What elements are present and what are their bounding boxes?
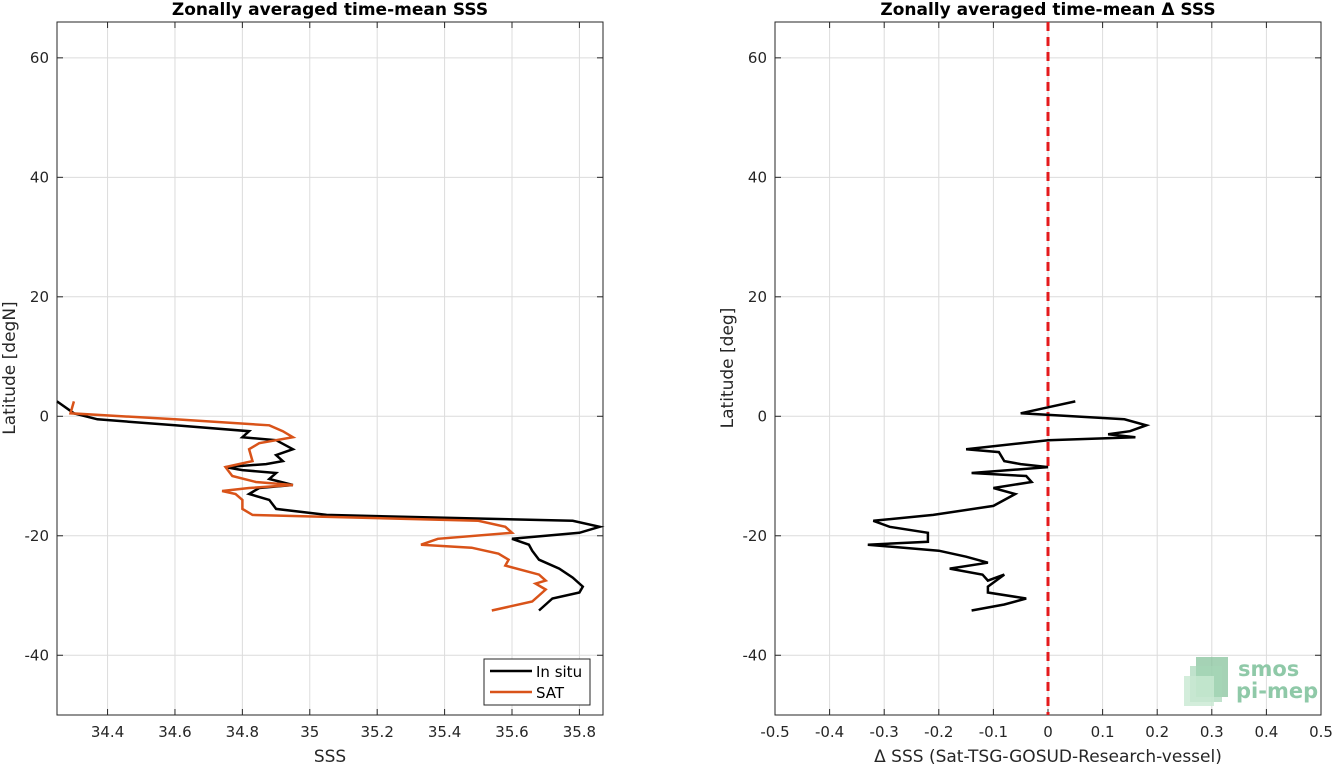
x-tick-label: 34.8 xyxy=(226,723,259,741)
logo-text-pimep: pi-mep xyxy=(1236,679,1318,703)
x-tick-label: -0.2 xyxy=(924,723,953,741)
x-tick-label: 0.1 xyxy=(1091,723,1115,741)
y-tick-label: -40 xyxy=(743,646,768,664)
x-tick-label: 0.3 xyxy=(1200,723,1224,741)
y-axis-label-left: Latitude [degN] xyxy=(0,301,20,434)
smos-pimep-logo: smos pi-mep xyxy=(1184,657,1318,706)
x-tick-label: 34.6 xyxy=(158,723,191,741)
panel-sss: 34.4 34.6 34.8 35 35.2 35.4 35.6 35.8 -40 -20 0 20 4… xyxy=(0,0,605,765)
y-tick-label: 20 xyxy=(30,288,49,306)
panel-delta-sss: -0.5 -0.4 -0.3 -0.2 -0.1 0 0.1 0.2 0.3 0.4 0.5 -40 -… xyxy=(718,0,1333,765)
legend: In situ SAT xyxy=(483,658,591,706)
y-tick-label: 0 xyxy=(39,407,49,425)
series-line-in-situ xyxy=(56,400,605,612)
legend-label-insitu: In situ xyxy=(536,663,582,681)
y-tick-label: -40 xyxy=(25,646,50,664)
y-tick-label: 60 xyxy=(748,49,767,67)
x-tick-label: 35.8 xyxy=(563,723,596,741)
logo-mark-icon xyxy=(1184,657,1228,706)
y-tick-label: -20 xyxy=(743,527,768,545)
x-tick-label: 34.4 xyxy=(91,723,124,741)
legend-label-sat: SAT xyxy=(536,684,565,702)
y-tick-label: 20 xyxy=(748,288,767,306)
x-tick-label: 0.2 xyxy=(1145,723,1169,741)
x-axis-label-left: SSS xyxy=(314,747,346,765)
x-tick-label: 35.4 xyxy=(428,723,461,741)
y-tick-label: 40 xyxy=(30,168,49,186)
x-tick-label: -0.4 xyxy=(815,723,844,741)
legend-box xyxy=(483,658,591,706)
grid-left xyxy=(57,22,603,715)
series-left xyxy=(56,400,605,612)
y-axis-label-right: Latitude [deg] xyxy=(718,308,738,429)
x-tick-label: 35 xyxy=(300,723,319,741)
y-tick-label: 0 xyxy=(757,407,767,425)
ticks-left: 34.4 34.6 34.8 35 35.2 35.4 35.6 35.8 -40 -20 0 20 4… xyxy=(25,22,603,741)
x-tick-label: 0.4 xyxy=(1254,723,1278,741)
logo-text-smos: smos xyxy=(1238,657,1299,681)
x-tick-label: -0.3 xyxy=(870,723,899,741)
y-tick-label: 40 xyxy=(748,168,767,186)
x-tick-label: 0.5 xyxy=(1309,723,1333,741)
x-tick-label: 35.6 xyxy=(495,723,528,741)
y-tick-label: 60 xyxy=(30,49,49,67)
x-axis-label-right: Δ SSS (Sat-TSG-GOSUD-Research-vessel) xyxy=(874,747,1222,765)
chart-title-right: Zonally averaged time-mean Δ SSS xyxy=(880,0,1215,20)
x-tick-label: -0.1 xyxy=(979,723,1008,741)
ticks-right: -0.5 -0.4 -0.3 -0.2 -0.1 0 0.1 0.2 0.3 0.4 0.5 -40 -… xyxy=(743,22,1333,741)
x-tick-label: 0 xyxy=(1043,723,1053,741)
x-tick-label: 35.2 xyxy=(360,723,393,741)
y-tick-label: -20 xyxy=(25,527,50,545)
series-right xyxy=(867,400,1151,612)
x-tick-label: -0.5 xyxy=(760,723,789,741)
series-line-delta-sss xyxy=(867,400,1151,612)
chart-title-left: Zonally averaged time-mean SSS xyxy=(172,0,488,20)
axes-box-left xyxy=(56,21,604,716)
series-line-sat xyxy=(68,401,549,612)
